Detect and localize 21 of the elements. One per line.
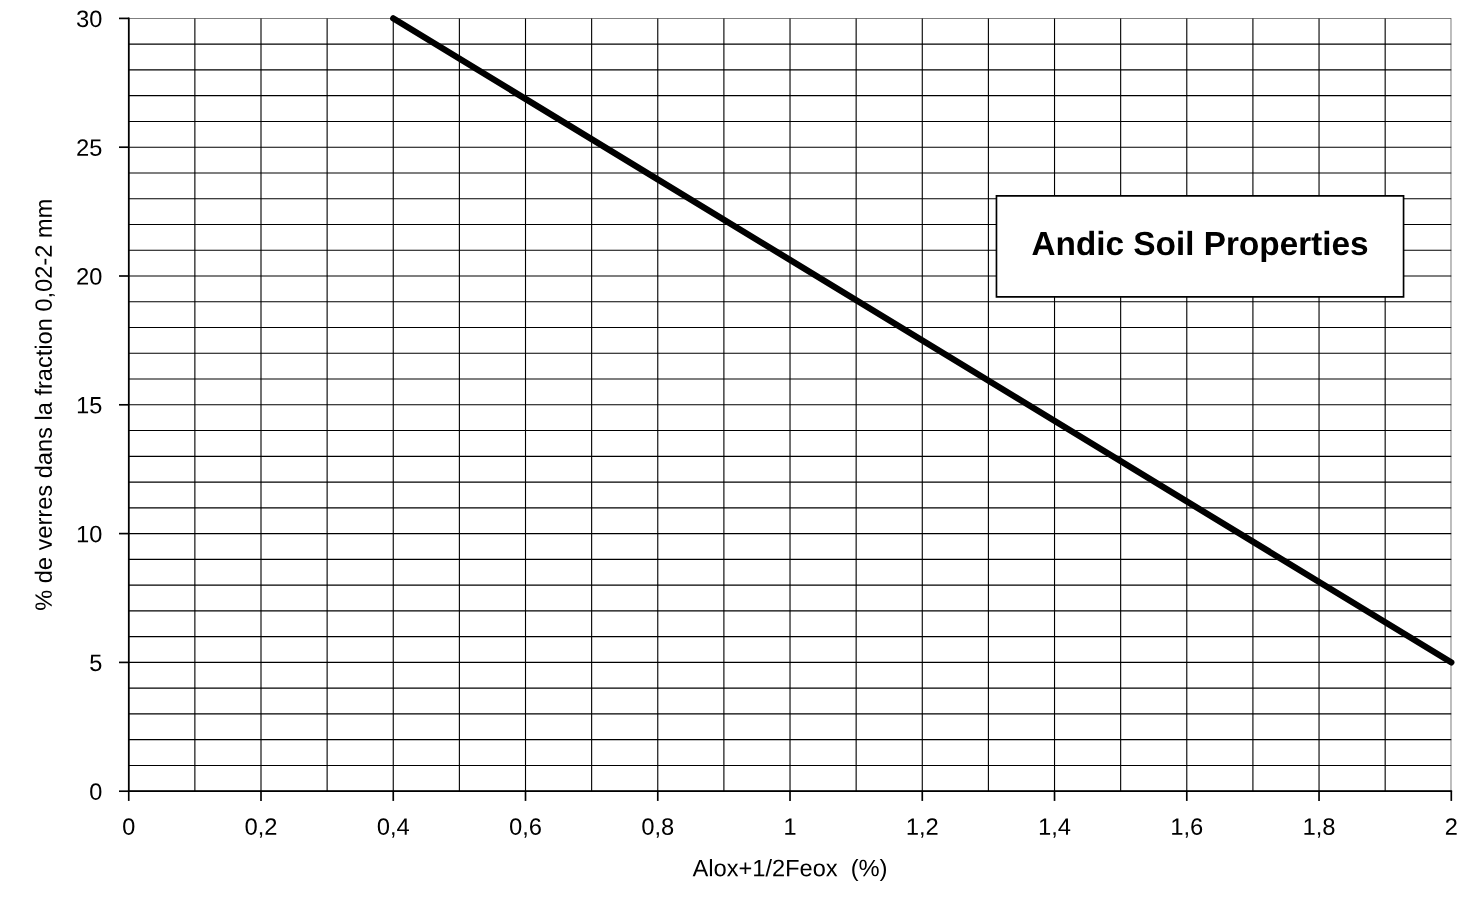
y-axis-title: % de verres dans la fraction 0,02-2 mm [34,200,55,610]
x-axis-title: Alox+1/2Feox (%) [692,859,886,882]
y-tick-label: 0 [90,783,102,800]
y-tick-label: 25 [77,139,102,156]
x-tick-label: 0,2 [245,818,277,838]
x-tick-label: 1,2 [907,818,938,838]
y-tick-label: 5 [90,654,102,672]
x-tick-label: 1 [785,818,796,835]
x-tick-label: 1,4 [1039,818,1071,838]
x-tick-label: 1,6 [1172,818,1203,838]
y-tick-label: 20 [77,268,102,285]
x-tick-label: 0 [123,818,135,835]
x-tick-label: 2 [1445,818,1457,835]
x-tick-label: 0,4 [377,818,409,838]
y-tick-label: 30 [77,10,102,28]
x-tick-label: 0,8 [642,818,674,838]
x-tick-label: 1,8 [1304,818,1335,838]
y-tick-label: 15 [77,397,102,414]
annotation: Andic Soil Properties [1032,230,1368,262]
x-tick-label: 0,6 [510,818,541,838]
y-tick-label: 10 [77,525,102,543]
